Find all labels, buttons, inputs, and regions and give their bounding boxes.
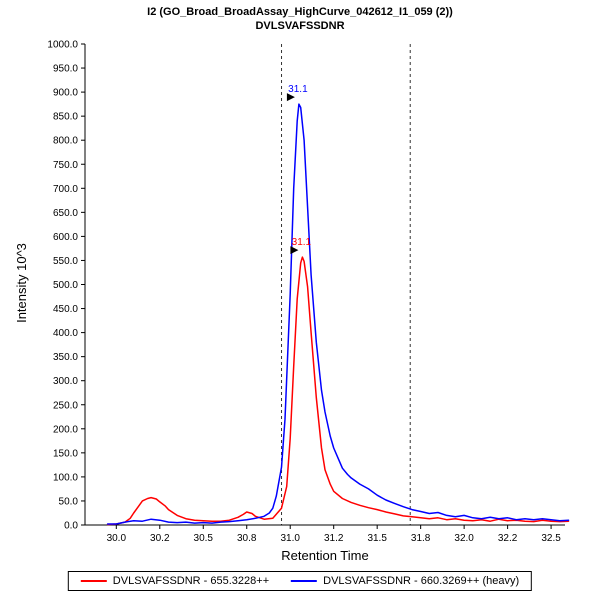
series-traces: [106, 103, 570, 526]
y-tick-label: 300.0: [53, 376, 78, 387]
x-axis-label: Retention Time: [281, 548, 369, 563]
y-tick-label: 250.0: [53, 400, 78, 411]
peak-rt-annotation: 31.1: [288, 84, 308, 95]
integration-boundaries[interactable]: [281, 44, 411, 525]
x-tick-label: 32.0: [454, 533, 474, 544]
peak-apex-arrow-icon: [286, 93, 295, 102]
chromatogram-plot[interactable]: 0.0 50.0 100.0 150.0 200.0 250.0 300.0 350.0 400…: [0, 36, 600, 548]
x-tick-label: 30.5: [194, 533, 214, 544]
peak-annotations: 31.1 31.1: [286, 84, 312, 255]
y-tick-label: 350.0: [53, 352, 78, 363]
legend-swatch-red-line: [80, 580, 107, 582]
peak-rt-annotation: 31.1: [292, 237, 312, 248]
y-tick-label: 550.0: [53, 256, 78, 267]
y-tick-label: 700.0: [53, 184, 78, 195]
y-tick-label: 750.0: [53, 160, 78, 171]
y-tick-label: 150.0: [53, 448, 78, 459]
y-tick-label: 950.0: [53, 64, 78, 75]
legend-item-light: DVLSVAFSSDNR - 655.3228++: [80, 575, 270, 587]
legend-swatch-blue-line: [291, 580, 318, 582]
y-axis-label: Intensity 10^3: [14, 243, 29, 323]
x-tick-label: 31.5: [367, 533, 387, 544]
x-tick-label: 32.5: [541, 533, 561, 544]
x-tick-label: 31.8: [411, 533, 431, 544]
legend: DVLSVAFSSDNR - 655.3228++ DVLSVAFSSDNR -…: [67, 571, 533, 591]
y-tick-label: 650.0: [53, 208, 78, 219]
x-tick-label: 31.0: [280, 533, 300, 544]
y-tick-label: 100.0: [53, 472, 78, 483]
y-tick-label: 450.0: [53, 304, 78, 315]
x-tick-label: 31.2: [324, 533, 344, 544]
y-tick-label: 200.0: [53, 424, 78, 435]
y-tick-label: 1000.0: [47, 40, 78, 51]
y-tick-label: 800.0: [53, 136, 78, 147]
y-ticks: 0.0 50.0 100.0 150.0 200.0 250.0 300.0 350.0 400…: [47, 40, 85, 532]
y-tick-label: 850.0: [53, 112, 78, 123]
y-tick-label: 500.0: [53, 280, 78, 291]
y-tick-label: 400.0: [53, 328, 78, 339]
chromatogram-trace-heavy[interactable]: [106, 103, 570, 525]
x-ticks: 30.0 30.2 30.5 30.8 31.0 31.2 31.5 31.8 32.0 32.2…: [107, 525, 561, 544]
y-tick-label: 0.0: [64, 521, 78, 532]
y-tick-label: 900.0: [53, 88, 78, 99]
x-tick-label: 30.2: [150, 533, 170, 544]
y-tick-label: 600.0: [53, 232, 78, 243]
peak-apex-arrow-icon: [290, 246, 299, 255]
x-tick-label: 32.2: [498, 533, 518, 544]
y-tick-label: 50.0: [59, 496, 79, 507]
legend-item-heavy: DVLSVAFSSDNR - 660.3269++ (heavy): [291, 575, 519, 587]
x-tick-label: 30.0: [107, 533, 127, 544]
peptide-subtitle: DVLSVAFSSDNR: [255, 20, 345, 32]
x-tick-label: 30.8: [237, 533, 257, 544]
chart-title: I2 (GO_Broad_BroadAssay_HighCurve_042612…: [147, 6, 453, 18]
legend-label-light: DVLSVAFSSDNR - 655.3228++: [112, 575, 270, 587]
legend-label-heavy: DVLSVAFSSDNR - 660.3269++ (heavy): [323, 575, 520, 587]
chromatogram-trace-light[interactable]: [106, 256, 570, 526]
